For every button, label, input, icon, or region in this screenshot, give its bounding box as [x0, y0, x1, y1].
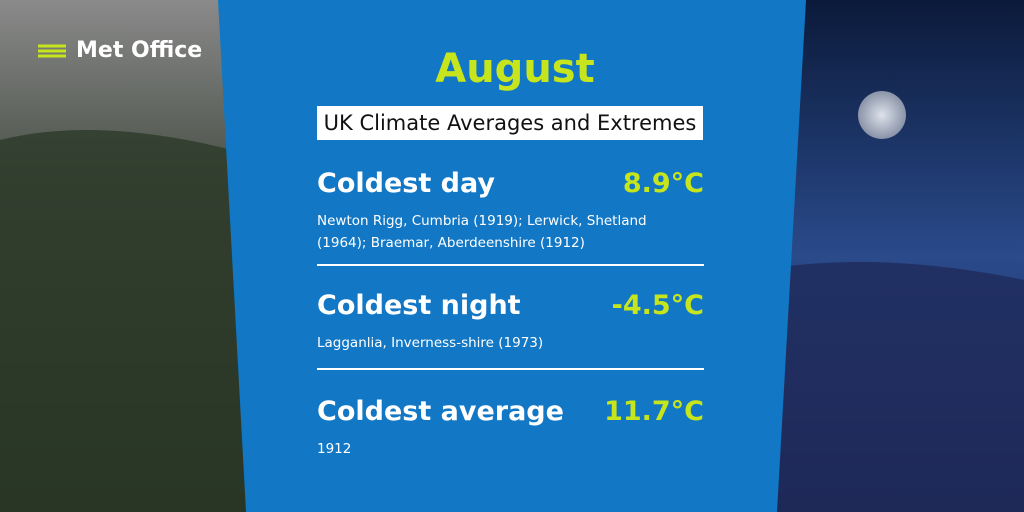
subtitle: UK Climate Averages and Extremes: [317, 106, 703, 140]
divider: [317, 368, 704, 370]
record-label: Coldest day: [317, 168, 495, 199]
brand-name: Met Office: [76, 38, 203, 63]
brand: Met Office: [36, 38, 202, 63]
record-value: 11.7°C: [604, 396, 704, 427]
record-value: -4.5°C: [611, 290, 704, 321]
divider: [317, 264, 704, 266]
record-label: Coldest night: [317, 290, 521, 321]
logo: [38, 44, 66, 57]
title: August: [435, 46, 595, 92]
record-value: 8.9°C: [622, 168, 704, 199]
record-detail: Lagganlia, Inverness-shire (1973): [317, 335, 544, 351]
record-detail: Newton Rigg, Cumbria (1919); Lerwick, Sh…: [317, 213, 647, 251]
record-label: Coldest average: [317, 396, 564, 427]
record-detail: 1912: [317, 441, 352, 457]
